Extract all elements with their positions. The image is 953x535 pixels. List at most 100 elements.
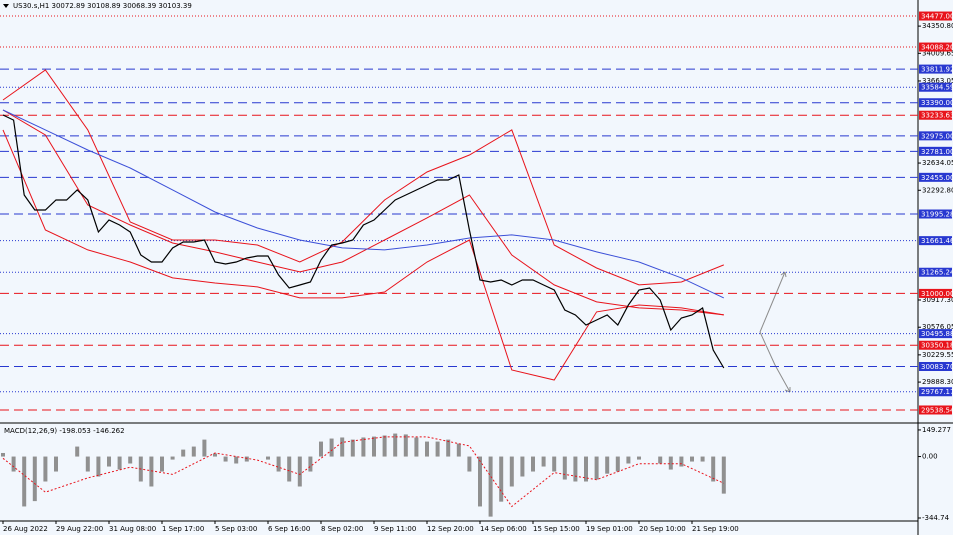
histogram-bar xyxy=(350,439,355,457)
level-label: 30495.88 xyxy=(921,330,953,338)
histogram-bar xyxy=(191,446,196,457)
level-label-box xyxy=(919,340,952,350)
y-tick-label: 30229.55 xyxy=(922,351,953,359)
chart-title: US30.s,H1 30072.89 30108.89 30068.39 301… xyxy=(13,2,192,10)
histogram-bar xyxy=(1,452,5,457)
histogram-bar xyxy=(668,456,673,470)
histogram-bar xyxy=(594,456,599,480)
level-label-box xyxy=(919,42,952,52)
histogram-bar xyxy=(170,456,175,460)
level-label: 31265.24 xyxy=(921,269,953,277)
y-tick-label: 34009.65 xyxy=(922,49,953,57)
histogram-bar xyxy=(584,456,588,482)
indicator-line xyxy=(2,69,724,286)
level-label-box xyxy=(919,172,952,182)
level-label: 32781.00 xyxy=(921,148,953,156)
histogram-bar xyxy=(11,456,16,472)
histogram-bar xyxy=(637,456,641,460)
histogram-bar xyxy=(467,456,472,472)
histogram-bar xyxy=(107,456,111,467)
level-label-box xyxy=(919,236,952,246)
histogram-bar xyxy=(552,456,557,472)
level-label-box xyxy=(919,209,952,219)
histogram-bar xyxy=(85,456,90,472)
signal-line xyxy=(2,436,725,508)
level-label: 34477.00 xyxy=(921,13,953,21)
x-tick-label: 9 Sep 11:00 xyxy=(374,525,416,533)
level-label: 34088.20 xyxy=(921,44,953,52)
histogram-bar xyxy=(297,456,302,487)
histogram-bar xyxy=(509,456,514,487)
histogram-bar xyxy=(181,449,186,457)
histogram-bar xyxy=(605,456,610,474)
histogram-bar xyxy=(96,456,101,477)
histogram-bar xyxy=(478,456,482,507)
level-label-box xyxy=(919,131,952,141)
level-label-box xyxy=(919,288,952,298)
level-label: 33811.92 xyxy=(921,66,953,74)
histogram-bar xyxy=(54,456,58,472)
histogram-bar xyxy=(276,456,281,472)
histogram-bar xyxy=(308,456,313,472)
level-label-box xyxy=(919,267,952,277)
y-tick-label: 30917.30 xyxy=(922,296,953,304)
x-tick-label: 12 Sep 20:00 xyxy=(427,525,474,533)
histogram-bar xyxy=(520,456,525,477)
level-label: 32975.00 xyxy=(921,132,953,140)
level-label: 33390.00 xyxy=(921,99,953,107)
histogram-bar xyxy=(128,456,133,464)
histogram-bar xyxy=(393,433,398,457)
histogram-bar xyxy=(244,456,249,462)
y-tick-label: 30576.05 xyxy=(922,323,953,331)
level-label-box xyxy=(919,361,952,371)
histogram-bar xyxy=(160,456,164,472)
indicator-line xyxy=(2,109,724,316)
level-label-box xyxy=(919,329,952,339)
level-label-box xyxy=(919,405,952,415)
price-line xyxy=(2,114,725,369)
x-tick-label: 26 Aug 2022 xyxy=(3,525,48,533)
histogram-bar xyxy=(340,437,345,457)
histogram-bar xyxy=(22,456,27,507)
histogram-bar xyxy=(562,456,567,480)
level-label: 31661.46 xyxy=(921,237,953,245)
x-tick-label: 19 Sep 01:00 xyxy=(586,525,633,533)
histogram-bar xyxy=(32,456,37,502)
x-tick-label: 21 Sep 19:00 xyxy=(692,525,739,533)
indicator-line xyxy=(2,129,724,381)
level-label-box xyxy=(919,11,952,21)
level-label-box xyxy=(919,82,952,92)
level-label: 31000.00 xyxy=(921,290,953,298)
histogram-bar xyxy=(43,456,48,482)
histogram-bar xyxy=(425,441,429,457)
histogram-bar xyxy=(658,456,663,464)
level-label: 29767.17 xyxy=(921,388,953,396)
level-label: 31995.28 xyxy=(921,211,953,219)
level-label: 33584.59 xyxy=(921,84,953,92)
x-tick-label: 5 Sep 03:00 xyxy=(215,525,257,533)
y-tick-label: 33663.05 xyxy=(922,77,953,85)
level-label-box xyxy=(919,387,952,397)
histogram-bar xyxy=(414,437,419,457)
arrow-down xyxy=(759,331,791,393)
histogram-bar xyxy=(382,435,387,457)
x-tick-label: 20 Sep 10:00 xyxy=(639,525,686,533)
x-tick-label: 15 Sep 15:00 xyxy=(533,525,580,533)
histogram-bar xyxy=(456,443,461,457)
x-tick-label: 8 Sep 02:00 xyxy=(321,525,363,533)
histogram-bar xyxy=(690,456,694,462)
level-label: 30350.18 xyxy=(921,342,953,350)
x-tick-label: 1 Sep 17:00 xyxy=(162,525,204,533)
histogram-bar xyxy=(234,456,239,464)
histogram-bar xyxy=(531,456,535,472)
y-tick-label: -344.74 xyxy=(922,514,950,522)
level-label: 33233.63 xyxy=(921,112,953,120)
y-tick-label: 32634.05 xyxy=(922,159,953,167)
histogram-bar xyxy=(700,456,705,462)
histogram-bar xyxy=(488,456,493,517)
level-label-box xyxy=(919,146,952,156)
arrow-heads xyxy=(780,271,791,393)
histogram-bar xyxy=(626,456,631,464)
histogram-bar xyxy=(213,453,217,457)
